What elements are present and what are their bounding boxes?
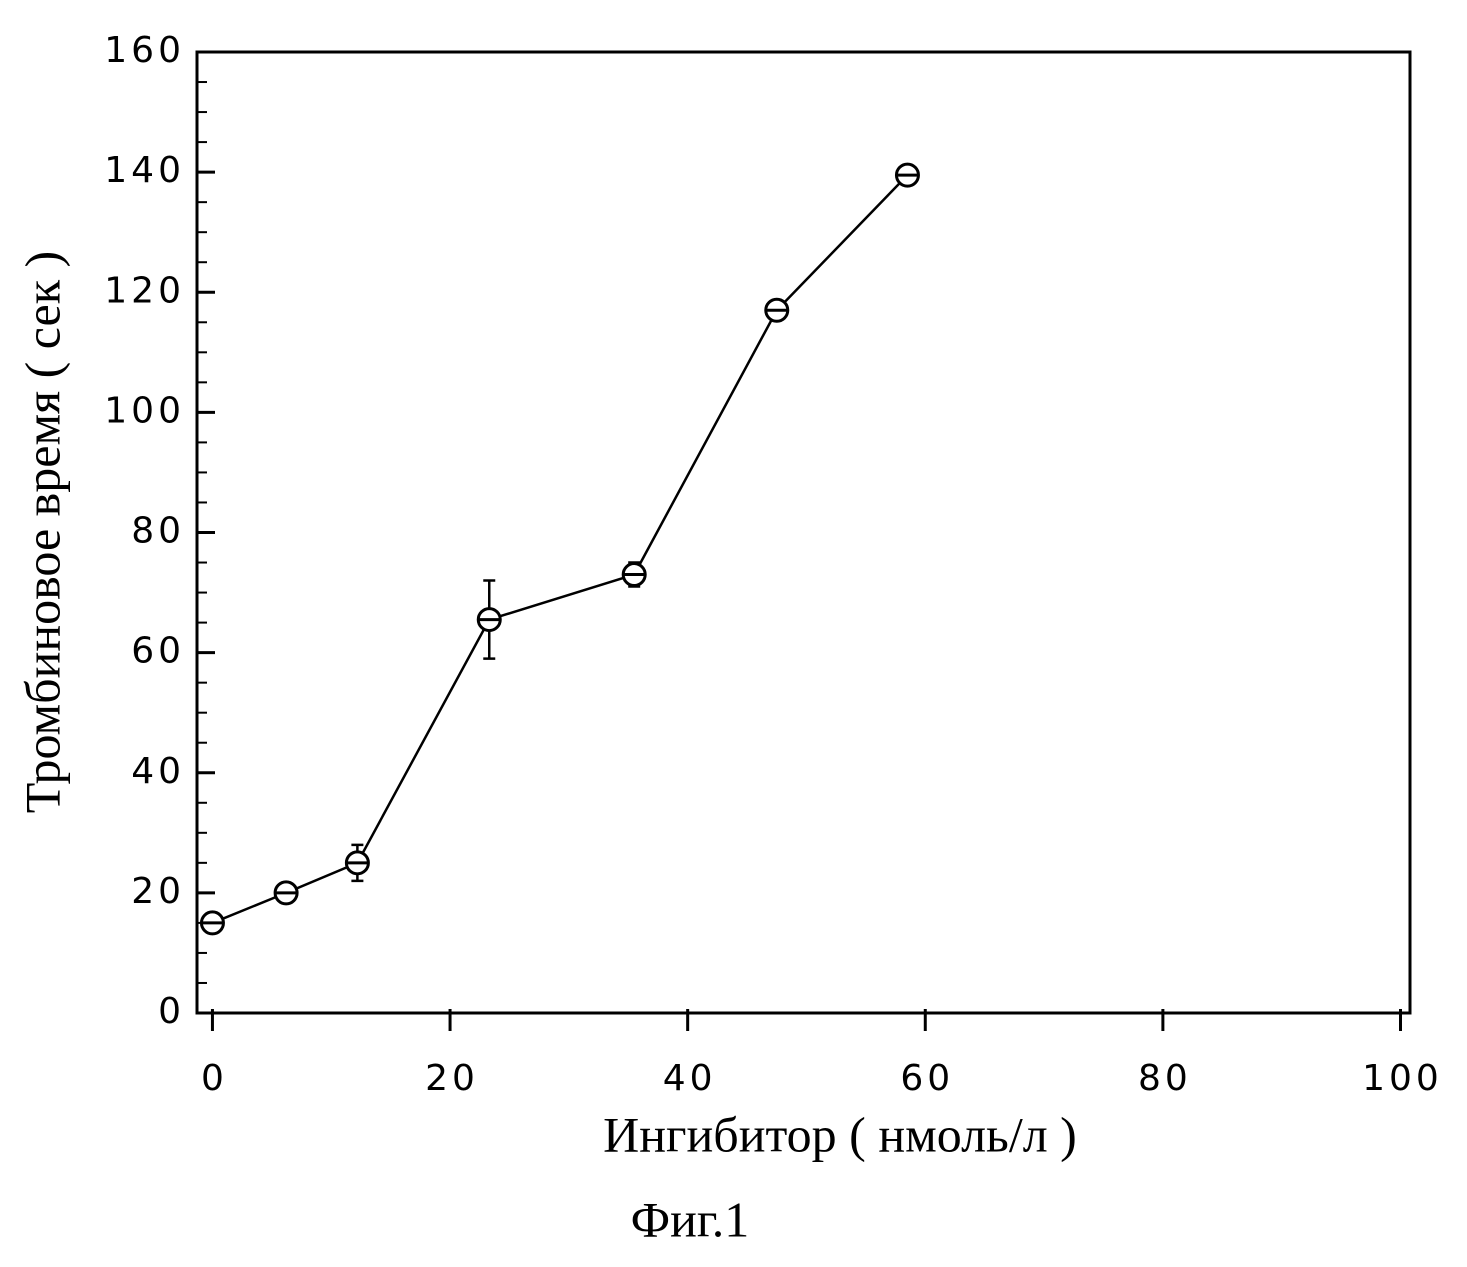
y-tick-label: 140	[104, 150, 185, 191]
data-line	[212, 175, 907, 923]
marker	[896, 164, 918, 186]
x-tick-label: 80	[1138, 1058, 1192, 1099]
marker	[623, 564, 645, 586]
caption: Фиг.1	[631, 1191, 750, 1247]
x-tick-label: 40	[663, 1058, 717, 1099]
y-tick-label: 120	[104, 270, 185, 311]
marker	[478, 609, 500, 631]
y-tick-label: 100	[104, 390, 185, 431]
x-tick-label: 100	[1362, 1058, 1443, 1099]
x-tick-label: 60	[900, 1058, 954, 1099]
y-tick-label: 40	[131, 751, 185, 792]
y-tick-label: 80	[131, 511, 185, 552]
y-tick-label: 160	[104, 30, 185, 71]
chart: Ингибитор ( нмоль/л ) Фиг.1 Тромбиновое …	[0, 0, 1467, 1267]
y-axis-label: Тромбиновое время ( сек )	[14, 251, 70, 813]
x-tick-label: 20	[425, 1058, 479, 1099]
marker	[766, 299, 788, 321]
y-tick-label: 60	[131, 631, 185, 672]
marker	[346, 852, 368, 874]
marker	[275, 882, 297, 904]
x-axis-label: Ингибитор ( нмоль/л )	[603, 1106, 1077, 1162]
marker	[201, 912, 223, 934]
y-tick-label: 20	[131, 871, 185, 912]
plot-frame	[197, 52, 1410, 1013]
x-tick-label: 0	[201, 1058, 228, 1099]
y-tick-label: 0	[158, 991, 185, 1032]
